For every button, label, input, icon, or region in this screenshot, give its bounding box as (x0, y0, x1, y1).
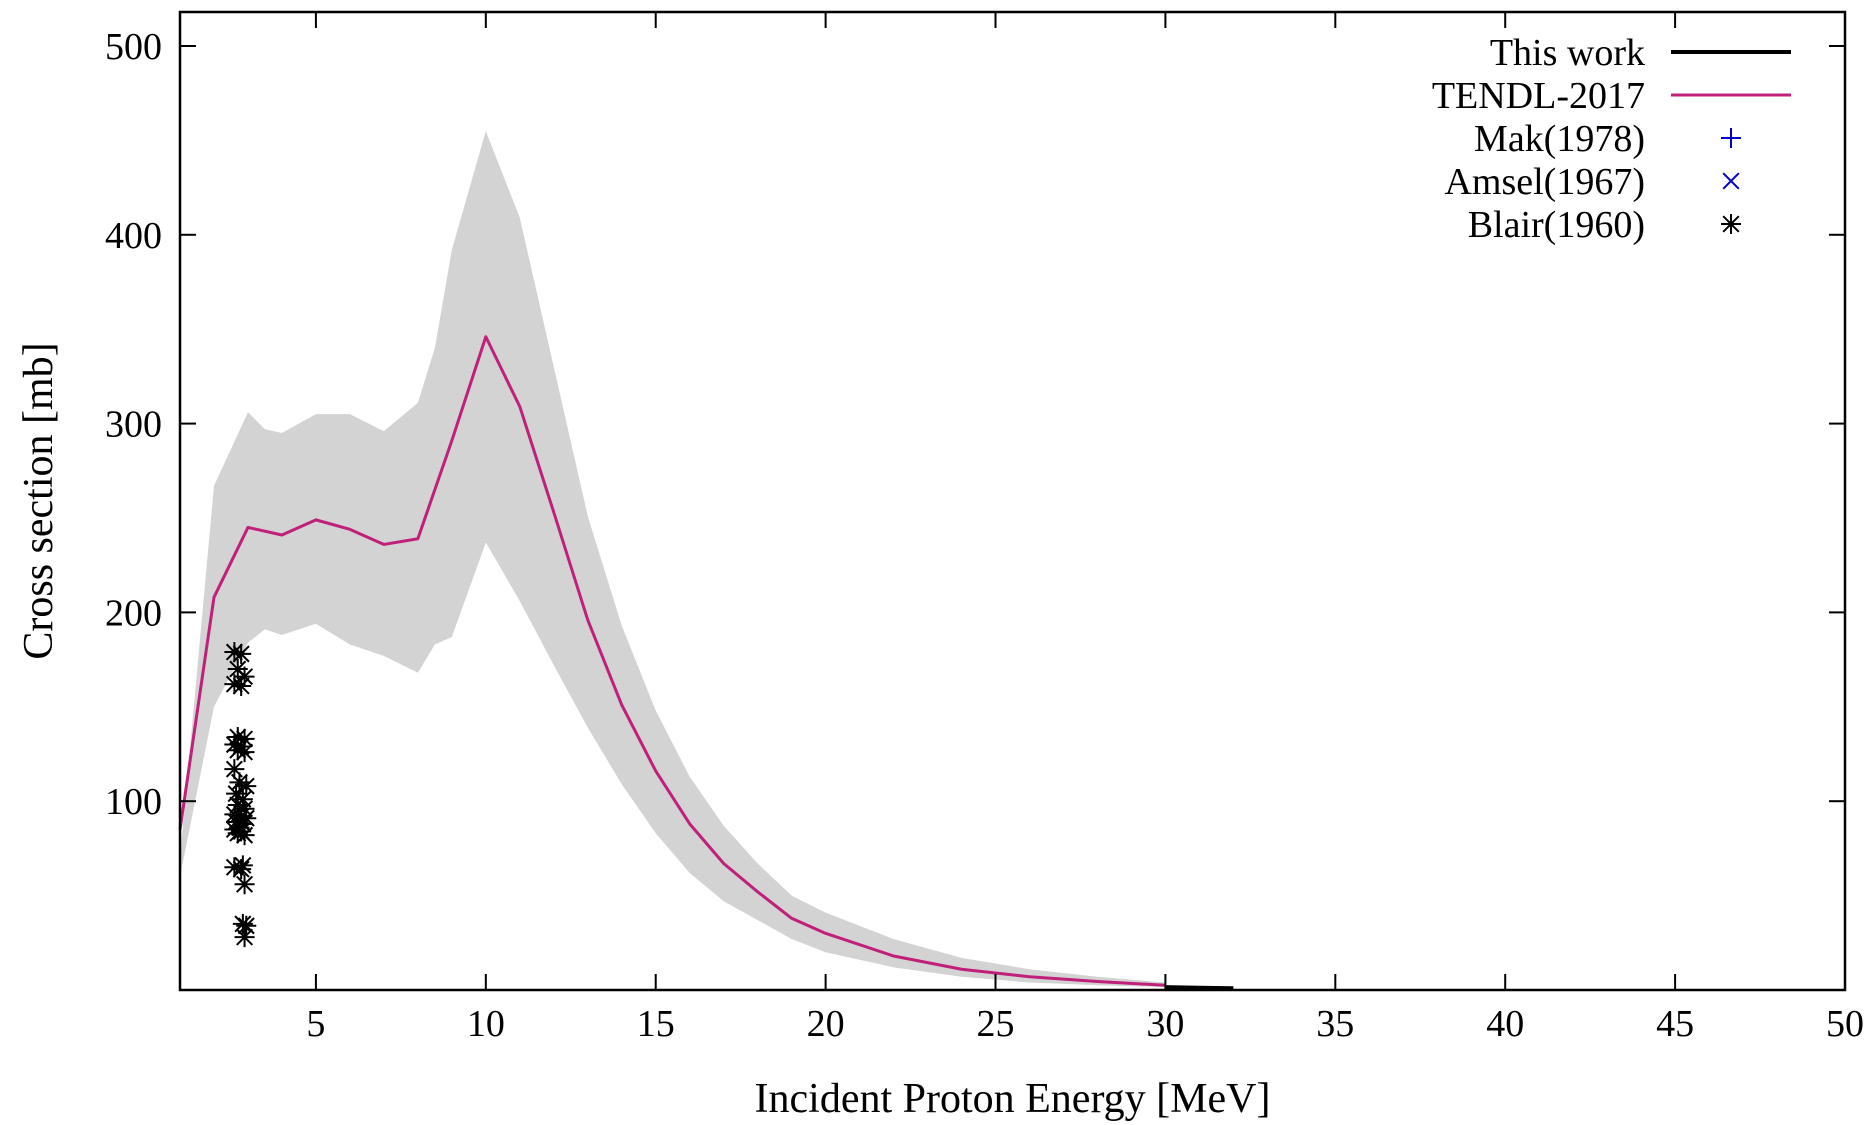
x-tick-label: 10 (467, 1003, 505, 1045)
legend-swatch (1722, 172, 1740, 190)
data-point (231, 859, 252, 880)
data-point (231, 676, 252, 697)
legend-item: This work (1490, 32, 1791, 74)
data-point (234, 927, 255, 948)
x-tick-label: 45 (1656, 1003, 1694, 1045)
series-layer (178, 335, 1234, 991)
legend: This workTENDL-2017Mak(1978)Amsel(1967)B… (1432, 32, 1791, 246)
legend-swatch (1721, 128, 1741, 148)
marker-layer (224, 642, 257, 948)
y-tick-label: 200 (105, 592, 162, 634)
x-tick-label: 20 (807, 1003, 845, 1045)
uncertainty-band (180, 130, 1166, 988)
x-tick-label: 30 (1146, 1003, 1184, 1045)
legend-item: Blair(1960) (1468, 204, 1741, 246)
legend-item: TENDL-2017 (1432, 75, 1791, 117)
y-tick-label: 300 (105, 404, 162, 446)
data-point (234, 825, 255, 846)
data-point (234, 742, 255, 763)
series-line-tendl-2017 (178, 335, 1166, 987)
x-tick-label: 40 (1486, 1003, 1524, 1045)
uncertainty-band-layer (180, 130, 1166, 988)
legend-label: This work (1490, 32, 1645, 74)
plot-frame (178, 10, 1847, 992)
data-point (234, 874, 255, 895)
series-line-this-work (1165, 985, 1234, 991)
legend-label: Mak(1978) (1474, 118, 1645, 160)
legend-item: Mak(1978) (1474, 118, 1741, 160)
x-tick-label: 35 (1316, 1003, 1354, 1045)
y-axis-label: Cross section [mb] (16, 342, 62, 659)
x-axis-label: Incident Proton Energy [MeV] (755, 1076, 1271, 1122)
y-tick-label: 500 (105, 26, 162, 68)
legend-label: Amsel(1967) (1444, 161, 1645, 203)
data-point (236, 776, 257, 797)
legend-swatch (1721, 214, 1741, 234)
legend-item: Amsel(1967) (1444, 161, 1740, 203)
y-tick-label: 100 (105, 781, 162, 823)
legend-label: TENDL-2017 (1432, 75, 1645, 117)
tick-layer: 5 10 15 20 25 30 35 40 45 50 100 200 300 400 500 (105, 12, 1864, 1045)
data-point (224, 857, 245, 878)
legend-label: Blair(1960) (1468, 204, 1645, 246)
x-tick-label: 5 (306, 1003, 325, 1045)
data-point (224, 642, 245, 663)
x-tick-label: 15 (637, 1003, 675, 1045)
x-tick-label: 50 (1826, 1003, 1864, 1045)
y-tick-label: 400 (105, 215, 162, 257)
data-point (231, 643, 252, 664)
x-tick-label: 25 (977, 1003, 1015, 1045)
